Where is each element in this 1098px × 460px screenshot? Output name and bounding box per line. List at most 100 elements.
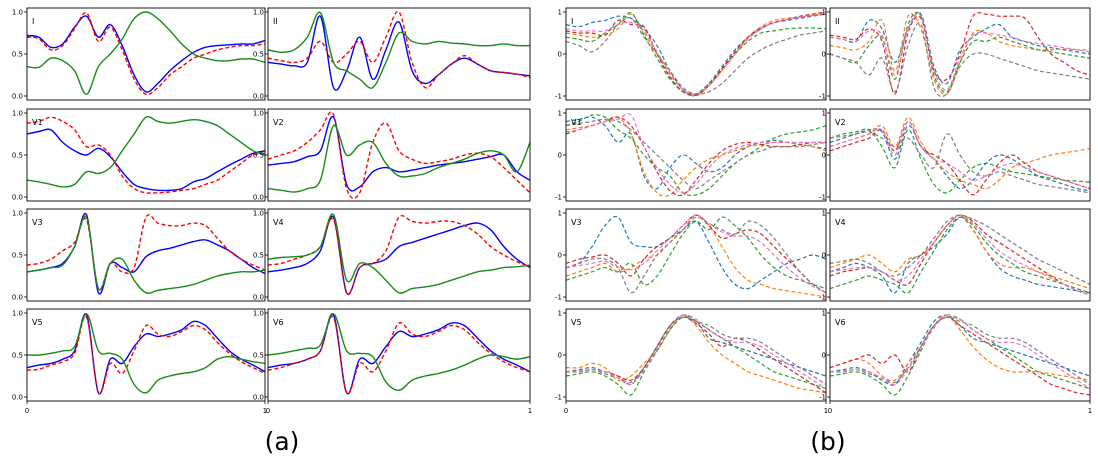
series-line-green (267, 213, 531, 294)
series-line-red (267, 10, 531, 89)
y-tick-label: 0 (558, 51, 562, 59)
lead-label: V3 (32, 218, 43, 227)
y-tick-label: 0.0 (253, 394, 264, 402)
series-line-tab_orange (829, 214, 1091, 290)
series-line-green (26, 11, 266, 95)
series-line-blue (26, 15, 266, 93)
series-line-tab_pink (829, 214, 1091, 296)
series-line-tab_blue (829, 124, 1091, 192)
series-line-tab_gray (565, 316, 827, 385)
series-line-tab_red (565, 116, 827, 197)
lead-label: V4 (273, 218, 284, 227)
y-tick-label: 0.5 (12, 51, 23, 59)
series-line-tab_red (565, 11, 827, 97)
y-tick-label: 0.5 (12, 252, 23, 260)
series-line-green (26, 116, 266, 188)
series-line-tab_green (565, 316, 827, 396)
y-tick-label: 0 (822, 51, 826, 59)
lead-label: V3 (571, 218, 582, 227)
lead-label: II (835, 17, 840, 26)
series-line-blue (26, 313, 266, 395)
y-tick-label: 0 (822, 152, 826, 160)
x-tick-label: 0 (266, 407, 270, 415)
series-line-tab_gray (829, 316, 1091, 385)
series-line-tab_orange (829, 314, 1091, 382)
y-tick-label: 0.0 (253, 294, 264, 302)
series-line-tab_gray (829, 214, 1091, 285)
y-tick-label: 1.0 (253, 9, 264, 17)
series-line-tab_green (565, 216, 827, 290)
lead-label: I (571, 17, 573, 26)
series-line-tab_gray (565, 216, 827, 294)
lead-label: V5 (32, 318, 43, 327)
y-tick-label: 0.5 (253, 352, 264, 360)
y-tick-label: -1 (819, 93, 826, 101)
y-tick-label: 0.5 (12, 352, 23, 360)
y-tick-label: 0 (558, 252, 562, 260)
y-tick-label: 0.5 (253, 152, 264, 160)
subplot-b-v2: V2 -1 0 1 (819, 108, 1091, 202)
series-line-tab_pink (565, 13, 827, 95)
series-line-blue (26, 128, 266, 192)
lead-label: V4 (835, 218, 846, 227)
y-tick-label: 0.0 (12, 394, 23, 402)
series-line-red (267, 111, 531, 200)
series-line-blue (26, 212, 266, 295)
series-line-tab_red (829, 12, 1091, 95)
y-tick-label: 0.5 (253, 51, 264, 59)
panel-label-b: (b) (810, 427, 845, 456)
y-tick-label: 1 (822, 210, 826, 218)
series-line-tab_orange (565, 116, 827, 197)
series-line-red (26, 214, 266, 291)
subplot-a-ii: II 0.0 0.5 1.0 (253, 7, 531, 101)
series-line-red (267, 315, 531, 395)
y-tick-label: 1.0 (253, 310, 264, 318)
series-line-tab_green (565, 12, 827, 96)
y-tick-label: 1 (558, 210, 562, 218)
panel-label-a: (a) (265, 427, 300, 456)
series-line-green (267, 11, 531, 89)
y-tick-label: 1 (822, 110, 826, 118)
y-tick-label: 1.0 (12, 310, 23, 318)
series-line-tab_gray (565, 17, 827, 95)
y-tick-label: 0.5 (12, 152, 23, 160)
series-line-tab_orange (565, 314, 827, 394)
x-tick-label: 0 (564, 407, 568, 415)
series-line-green (26, 215, 266, 294)
series-line-tab_pink (829, 120, 1091, 190)
series-line-tab_pink (565, 314, 827, 390)
series-line-red (26, 315, 266, 395)
series-line-tab_red (565, 214, 827, 294)
series-line-red (26, 11, 266, 96)
axes-frame (26, 7, 266, 101)
y-tick-label: 0.0 (12, 93, 23, 101)
lead-label: V1 (571, 118, 582, 127)
lead-label: I (32, 17, 34, 26)
series-line-green (267, 124, 531, 193)
axes-frame (565, 108, 827, 202)
series-line-blue (267, 15, 531, 91)
subplot-a-v3: V3 0.0 0.5 1.0 (12, 208, 266, 302)
y-tick-label: 0.0 (253, 93, 264, 101)
y-tick-label: 0.5 (253, 252, 264, 260)
lead-label: V2 (273, 118, 284, 127)
series-line-tab_orange (565, 11, 827, 97)
subplot-b-v1: V1 -1 0 1 (555, 108, 827, 202)
series-line-tab_gray (829, 22, 1091, 98)
y-tick-label: 0.0 (12, 294, 23, 302)
series-line-tab_gray (565, 118, 827, 190)
y-tick-label: 1 (822, 310, 826, 318)
y-tick-label: 1 (822, 9, 826, 17)
x-tick-label: 1 (824, 407, 828, 415)
subplot-b-v3: V3 -1 0 1 (555, 208, 827, 302)
series-line-tab_blue (565, 215, 827, 290)
series-line-tab_green (565, 114, 827, 196)
subplot-b-v4: V4 -1 0 1 (819, 208, 1091, 302)
series-line-blue (267, 215, 531, 296)
x-tick-label: 1 (528, 407, 532, 415)
y-tick-label: 0 (822, 252, 826, 260)
series-line-tab_blue (565, 116, 827, 190)
y-tick-label: 0.0 (253, 194, 264, 202)
